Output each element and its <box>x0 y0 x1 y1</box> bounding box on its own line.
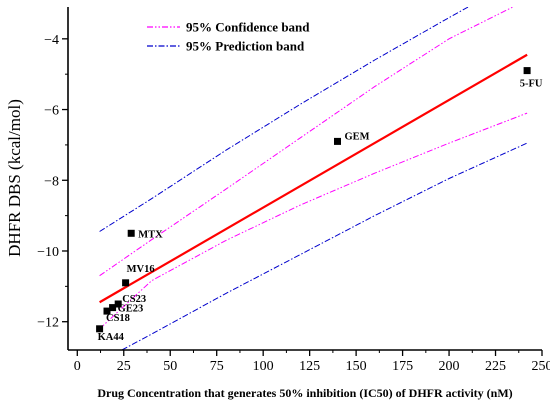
plot-area <box>68 7 542 350</box>
point-label-mtx: MTX <box>138 229 163 240</box>
point-label-mv16: MV16 <box>127 264 155 275</box>
x-tick-label: 100 <box>253 359 274 374</box>
y-tick-label: −12 <box>37 316 59 331</box>
x-tick-label: 50 <box>163 359 177 374</box>
fit-line-group <box>99 53 528 304</box>
point-ka44 <box>96 325 104 333</box>
y-tick-label: −8 <box>44 174 59 189</box>
regression-line <box>99 53 528 304</box>
axes: 0 25 50 75 100 125 150 175 200 225 250 −12 −10 −8 −6 −4 <box>37 7 550 374</box>
95-prediction-band-lower-line <box>121 142 528 350</box>
x-tick-label: 75 <box>210 359 224 374</box>
95-confidence-band-lower-line <box>99 112 528 330</box>
point-mtx <box>127 229 135 237</box>
point-label-5-fu: 5-FU <box>520 79 543 90</box>
x-tick-label: 175 <box>392 359 413 374</box>
point-mv16 <box>122 279 130 287</box>
y-tick-label: −4 <box>44 33 59 48</box>
point-label-gem: GEM <box>345 131 370 142</box>
x-tick-label: 250 <box>532 359 550 374</box>
x-tick-label: 150 <box>346 359 367 374</box>
x-tick-label: 125 <box>299 359 320 374</box>
point-label-cs23: CS23 <box>122 294 146 305</box>
point-ge23 <box>109 304 117 312</box>
95-prediction-band-upper-line <box>99 7 470 232</box>
point-label-cs18: CS18 <box>106 313 130 324</box>
point-gem <box>334 137 341 145</box>
x-tick-label: 25 <box>117 359 131 374</box>
point-cs18 <box>103 307 111 315</box>
band-lines <box>99 7 528 350</box>
x-tick-label: 225 <box>485 359 506 374</box>
legend: 95% Confidence band 95% Prediction band <box>147 20 310 54</box>
point-label-ka44: KA44 <box>98 332 125 343</box>
legend-label-95-confidence-band: 95% Confidence band <box>186 20 310 35</box>
y-axis-title: DHFR DBS (kcal/mol) <box>5 99 24 257</box>
95-confidence-band-upper-line <box>99 7 514 277</box>
point-label-ge23: GE23 <box>118 304 144 315</box>
x-tick-label: 0 <box>74 359 81 374</box>
point-cs23 <box>114 300 122 308</box>
legend-label-95-prediction-band: 95% Prediction band <box>186 39 305 54</box>
x-tick-label: 200 <box>439 359 460 374</box>
y-tick-label: −10 <box>37 245 59 260</box>
y-tick-label: −6 <box>44 104 59 119</box>
point-5-fu <box>523 67 531 75</box>
x-axis-title: Drug Concentration that generates 50% in… <box>97 386 512 400</box>
